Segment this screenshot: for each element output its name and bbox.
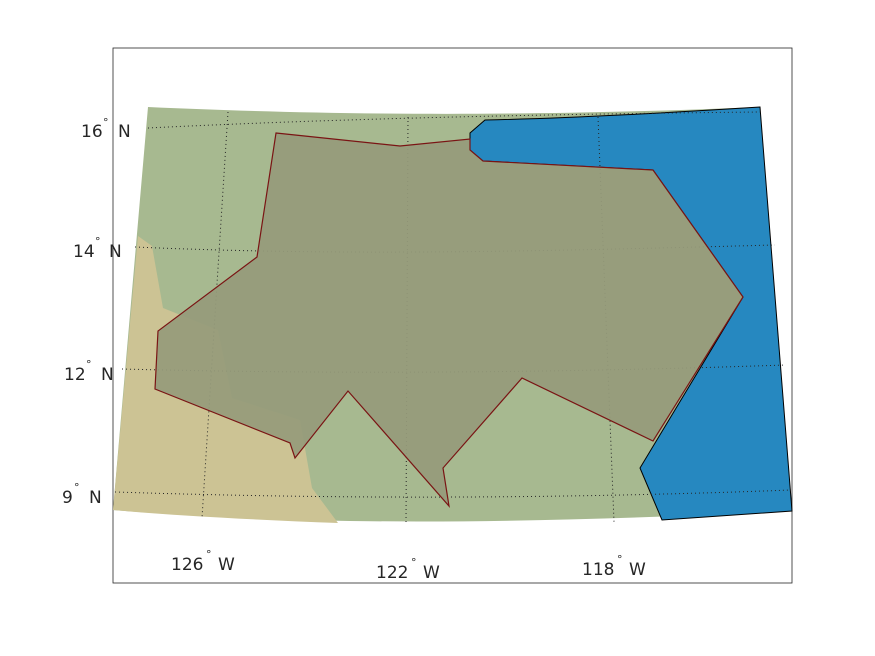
svg-text:14: 14	[73, 242, 95, 262]
svg-text:°: °	[74, 481, 80, 494]
lat-label-9: 9 ° N	[62, 481, 102, 508]
svg-text:N: N	[89, 488, 102, 508]
svg-text:W: W	[629, 560, 646, 580]
svg-text:°: °	[617, 553, 623, 566]
svg-text:°: °	[411, 556, 417, 569]
latitude-labels: 16 ° N 14 ° N 12 ° N 9 ° N	[62, 116, 131, 508]
map-water	[469, 106, 793, 521]
svg-text:N: N	[118, 122, 131, 142]
svg-text:118: 118	[582, 560, 614, 580]
svg-text:°: °	[103, 116, 109, 129]
lon-label-122: 122 ° W	[376, 556, 440, 583]
lat-label-14: 14 ° N	[73, 235, 122, 262]
svg-text:°: °	[95, 235, 101, 248]
svg-text:N: N	[101, 365, 114, 385]
svg-text:N: N	[109, 242, 122, 262]
svg-text:°: °	[206, 548, 212, 561]
lat-label-12: 12 ° N	[64, 358, 114, 385]
lat-label-16: 16 ° N	[81, 116, 131, 142]
svg-text:122: 122	[376, 563, 408, 583]
svg-text:126: 126	[171, 555, 203, 575]
lon-label-118: 118 ° W	[582, 553, 646, 580]
longitude-labels: 126 ° W 122 ° W 118 ° W	[171, 548, 646, 583]
svg-text:W: W	[218, 555, 235, 575]
svg-text:°: °	[86, 358, 92, 371]
lon-label-126: 126 ° W	[171, 548, 235, 575]
svg-text:16: 16	[81, 122, 103, 142]
region-polygon	[154, 132, 744, 508]
svg-text:12: 12	[64, 365, 86, 385]
svg-text:9: 9	[62, 488, 73, 508]
svg-text:W: W	[423, 563, 440, 583]
